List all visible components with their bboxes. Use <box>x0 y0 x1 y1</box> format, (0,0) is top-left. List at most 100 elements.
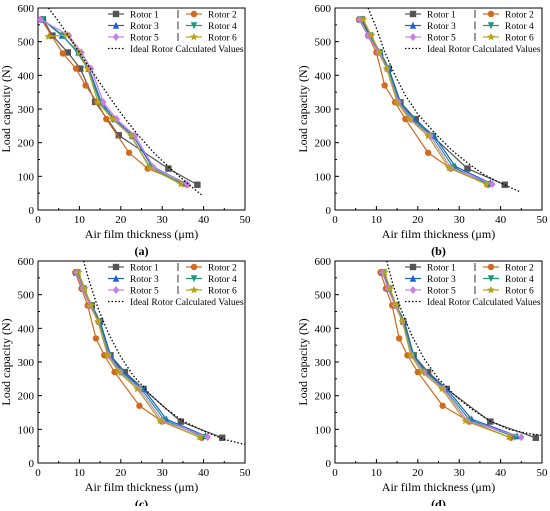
data-point <box>38 15 44 24</box>
data-point <box>489 180 496 189</box>
y-tick-label: 200 <box>18 391 35 403</box>
x-tick-label: 0 <box>332 467 338 479</box>
legend-label: Ideal Rotor Calculated Values <box>130 298 244 308</box>
y-tick-label: 300 <box>315 104 332 116</box>
data-point <box>114 367 123 376</box>
legend-label: Rotor 6 <box>505 34 534 44</box>
x-axis-label: Air film thickness (μm) <box>85 227 198 241</box>
data-point <box>405 114 414 123</box>
y-tick-label: 500 <box>18 290 35 302</box>
legend: Rotor 1 Rotor 2 Rotor 3 Rotor 4 Rotor 5 Rotor… <box>108 263 244 308</box>
legend-label: Rotor 2 <box>208 264 237 274</box>
data-point <box>94 317 103 325</box>
data-point <box>100 98 107 107</box>
data-point <box>145 163 154 172</box>
legend-marker <box>409 263 417 271</box>
y-tick-label: 100 <box>315 424 332 436</box>
panel-label: (d) <box>431 497 446 506</box>
x-tick-label: 50 <box>240 214 252 226</box>
legend-label: Ideal Rotor Calculated Values <box>427 45 541 55</box>
x-tick-label: 30 <box>157 467 169 479</box>
legend-marker <box>112 286 120 294</box>
data-point <box>156 416 165 425</box>
legend-label: Rotor 6 <box>208 287 237 297</box>
series-line <box>82 261 245 446</box>
y-tick-label: 0 <box>326 205 332 217</box>
x-axis-label: Air film thickness (μm) <box>382 227 495 241</box>
data-point <box>464 165 471 172</box>
y-tick-label: 300 <box>315 357 332 369</box>
legend-label: Ideal Rotor Calculated Values <box>427 298 541 308</box>
x-tick-label: 40 <box>495 467 507 479</box>
data-point <box>395 335 403 342</box>
data-point <box>77 65 84 72</box>
data-point <box>518 433 525 442</box>
x-axis-label: Air film thickness (μm) <box>382 480 495 494</box>
y-tick-label: 200 <box>18 138 35 150</box>
legend: Rotor 1 Rotor 2 Rotor 3 Rotor 4 Rotor 5 Rotor… <box>405 263 541 308</box>
legend-marker <box>112 10 120 18</box>
data-point <box>83 64 92 72</box>
x-tick-label: 10 <box>371 467 383 479</box>
y-tick-label: 600 <box>18 256 35 268</box>
y-axis-label: Load capacity (N) <box>0 318 13 405</box>
legend-label: Rotor 2 <box>505 264 534 274</box>
y-tick-label: 600 <box>315 256 332 268</box>
y-tick-label: 300 <box>18 357 35 369</box>
legend-marker <box>487 263 495 271</box>
series-line <box>386 261 542 437</box>
legend-label: Rotor 2 <box>505 11 534 21</box>
legend-marker <box>409 33 417 41</box>
x-tick-label: 40 <box>198 214 210 226</box>
legend-marker <box>190 22 198 30</box>
data-point <box>183 180 191 189</box>
data-point <box>65 31 73 40</box>
data-point <box>94 98 103 106</box>
data-point <box>127 131 136 140</box>
y-tick-label: 200 <box>315 138 332 150</box>
x-tick-label: 20 <box>412 467 424 479</box>
y-axis-label: Load capacity (N) <box>296 318 310 405</box>
data-point <box>111 368 118 376</box>
data-point <box>532 434 539 441</box>
data-point <box>177 418 185 425</box>
data-point <box>386 284 395 292</box>
data-point <box>72 65 80 72</box>
series-line <box>41 18 186 184</box>
legend-label: Rotor 5 <box>130 287 159 297</box>
plot-area <box>72 261 245 446</box>
y-tick-label: 100 <box>18 424 35 436</box>
x-tick-label: 20 <box>115 214 127 226</box>
data-point <box>115 132 122 139</box>
legend-marker <box>409 286 417 294</box>
data-point <box>414 368 421 376</box>
data-point <box>108 114 117 123</box>
y-tick-label: 600 <box>315 3 332 15</box>
data-point <box>92 335 100 342</box>
series-line <box>75 272 206 437</box>
legend-marker <box>190 285 198 294</box>
data-point <box>176 179 185 188</box>
x-tick-label: 0 <box>35 214 41 226</box>
legend-label: Rotor 1 <box>130 11 159 21</box>
legend-marker <box>409 274 417 282</box>
series-line <box>47 8 202 196</box>
legend: Rotor 1 Rotor 2 Rotor 3 Rotor 4 Rotor 5 Rotor… <box>108 10 244 55</box>
x-tick-label: 40 <box>495 214 507 226</box>
legend-marker <box>487 22 495 30</box>
legend-marker <box>487 32 495 41</box>
legend-label: Rotor 1 <box>427 264 456 274</box>
y-tick-label: 300 <box>18 104 35 116</box>
series-line <box>382 272 518 437</box>
legend-label: Rotor 4 <box>505 22 534 32</box>
x-tick-label: 20 <box>115 467 127 479</box>
data-point <box>417 367 426 376</box>
data-point <box>392 301 401 309</box>
x-tick-label: 30 <box>454 214 466 226</box>
x-axis-label: Air film thickness (μm) <box>85 480 198 494</box>
data-point <box>393 98 402 106</box>
data-point <box>444 163 453 172</box>
